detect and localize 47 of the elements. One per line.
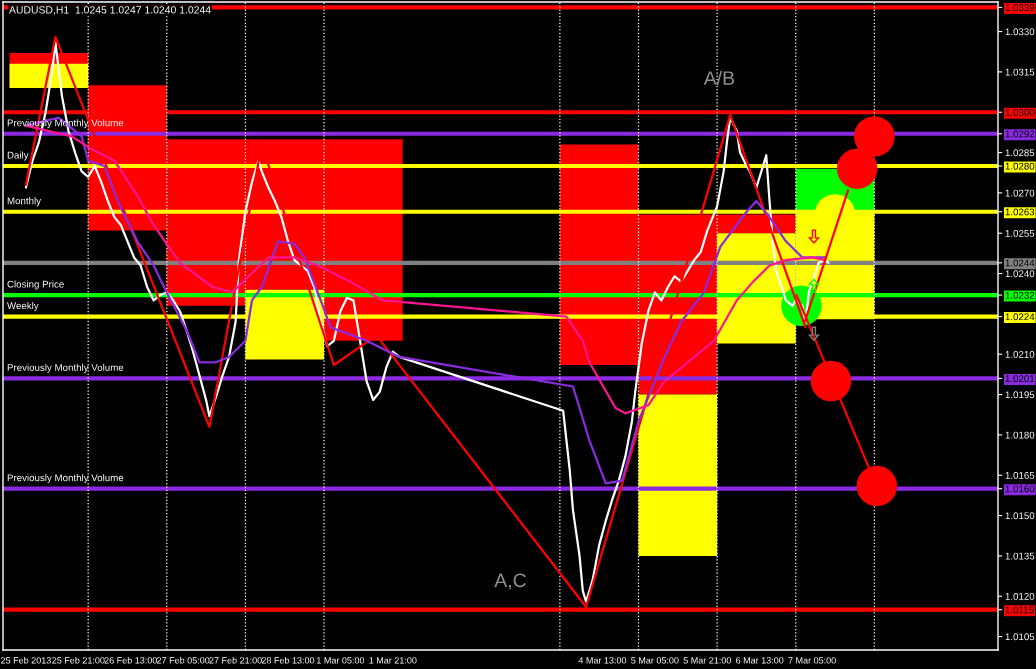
y-tick-label: 1.0180 bbox=[1005, 431, 1035, 439]
y-tick-label: 1.0292 bbox=[1005, 130, 1035, 138]
y-tick-label: 1.0105 bbox=[1005, 633, 1035, 641]
x-tick-label: 1 Mar 21:00 bbox=[369, 657, 417, 664]
y-tick-label: 1.0240 bbox=[1005, 270, 1035, 278]
x-tick-label: 25 Feb 21:00 bbox=[52, 656, 105, 664]
ref-line-label: Monthly bbox=[7, 197, 41, 207]
y-tick-label: 1.0263 bbox=[1005, 208, 1035, 216]
y-tick-label: 1.0120 bbox=[1005, 592, 1035, 600]
x-tick-label: 5 Mar 21:00 bbox=[683, 657, 732, 664]
y-tick-label: 1.0165 bbox=[1005, 471, 1035, 479]
y-tick-label: 1.0255 bbox=[1005, 229, 1035, 237]
x-tick-label: 26 Feb 13:00 bbox=[104, 656, 158, 664]
y-tick-label: 1.0285 bbox=[1005, 149, 1035, 157]
y-tick-label: 1.0300 bbox=[1005, 108, 1035, 116]
x-tick-label: 28 Feb 13:00 bbox=[261, 656, 315, 664]
y-tick-label: 1.0160 bbox=[1005, 485, 1035, 493]
annotation: A/B bbox=[703, 70, 735, 85]
annotation: A,C bbox=[494, 573, 526, 590]
x-tick-label: 1 Mar 05:00 bbox=[317, 657, 365, 664]
x-tick-label: 5 Mar 05:00 bbox=[631, 657, 679, 664]
ref-line-label: Daily bbox=[7, 151, 29, 161]
y-tick-label: 1.0330 bbox=[1005, 28, 1035, 36]
ref-line-label: Previously Monthly Volume bbox=[7, 474, 124, 484]
y-tick-label: 1.0270 bbox=[1005, 189, 1035, 197]
y-tick-label: 1.0210 bbox=[1005, 350, 1035, 358]
chart-title: AUDUSD,H1 1.0245 1.0247 1.0240 1.0244 bbox=[8, 6, 211, 15]
y-tick-label: 1.0224 bbox=[1005, 313, 1035, 321]
x-tick-label: 27 Feb 05:00 bbox=[157, 656, 210, 664]
x-tick-label: 27 Feb 21:00 bbox=[209, 656, 262, 664]
ref-line-label: Previously Monthly Volume bbox=[7, 363, 124, 373]
y-tick-label: 1.0315 bbox=[1005, 68, 1035, 76]
y-tick-label: 1.0339 bbox=[1005, 4, 1035, 11]
x-tick-label: 6 Mar 13:00 bbox=[736, 657, 784, 664]
x-tick-label: 25 Feb 2013 bbox=[1, 656, 51, 664]
y-tick-label: 1.0244 bbox=[1005, 259, 1035, 267]
y-tick-label: 1.0135 bbox=[1005, 552, 1035, 560]
y-tick-label: 1.0232 bbox=[1005, 291, 1035, 299]
ref-line-label: Weekly bbox=[7, 301, 39, 312]
y-tick-label: 1.0195 bbox=[1005, 391, 1035, 399]
ref-line-label: Closing Price bbox=[7, 280, 64, 290]
y-tick-label: 1.0115 bbox=[1005, 606, 1034, 614]
y-tick-label: 1.0150 bbox=[1005, 512, 1035, 520]
x-tick-label: 4 Mar 13:00 bbox=[578, 657, 627, 664]
y-tick-label: 1.0280 bbox=[1005, 162, 1035, 170]
x-tick-label: 7 Mar 05:00 bbox=[788, 657, 836, 664]
y-tick-label: 1.0201 bbox=[1005, 375, 1035, 383]
